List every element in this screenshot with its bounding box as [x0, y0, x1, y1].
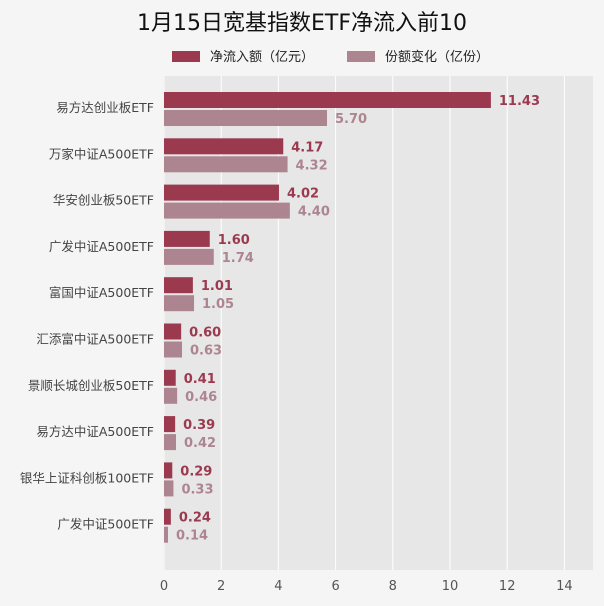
category-label: 汇添富中证A500ETF	[36, 332, 154, 347]
bar	[164, 341, 183, 358]
category-label: 广发中证A500ETF	[49, 239, 154, 254]
data-label: 0.42	[184, 436, 216, 451]
data-label: 0.60	[189, 326, 221, 341]
bar	[164, 184, 279, 201]
data-label: 0.41	[184, 372, 216, 387]
category-label: 易方达创业板ETF	[56, 100, 154, 115]
bar	[164, 508, 171, 525]
x-tick-label: 10	[442, 579, 459, 594]
data-label: 1.05	[202, 297, 234, 312]
bar	[164, 480, 174, 497]
category-label: 银华上证科创板100ETF	[20, 470, 154, 485]
bar	[164, 138, 284, 155]
legend-swatch	[347, 51, 375, 62]
legend: 净流入额（亿元） 份额变化（亿份）	[172, 49, 489, 65]
bar	[164, 323, 182, 340]
x-tick-label: 2	[217, 579, 225, 594]
category-label: 广发中证500ETF	[57, 517, 154, 532]
category-labels: 易方达创业板ETF 万家中证A500ETF 华安创业板50ETF 广发中证A500ET…	[20, 100, 154, 532]
x-tick-label: 14	[556, 579, 573, 594]
x-tick-label: 8	[389, 579, 397, 594]
data-label: 1.60	[218, 233, 250, 248]
bar	[164, 462, 173, 479]
legend-swatch	[172, 51, 200, 62]
data-label: 4.32	[296, 158, 328, 173]
data-label: 0.63	[190, 344, 222, 359]
bar	[164, 92, 491, 108]
data-label: 4.40	[298, 205, 330, 220]
data-label: 0.29	[180, 464, 212, 479]
category-label: 华安创业板50ETF	[53, 193, 154, 208]
x-tick-label: 4	[274, 579, 282, 594]
bar	[164, 156, 288, 173]
legend-label: 份额变化（亿份）	[385, 49, 489, 65]
data-label: 5.70	[335, 112, 367, 127]
data-label: 1.01	[201, 279, 233, 294]
bar	[164, 416, 176, 433]
bar	[164, 110, 328, 126]
bar	[164, 387, 178, 404]
data-label: 4.17	[291, 140, 323, 155]
bars: 11.43 5.70 4.17 4.32 4.02 4.40 1.60 1.74 1.01 1.0…	[164, 92, 540, 544]
data-label: 0.33	[181, 482, 213, 497]
data-label: 11.43	[499, 94, 540, 109]
x-tick-label: 12	[499, 579, 516, 594]
x-axis-ticks: 0 2 4 6 8 10 12 14	[160, 579, 573, 594]
bar	[164, 369, 176, 386]
category-label: 万家中证A500ETF	[49, 146, 154, 161]
bar	[164, 202, 290, 219]
data-label: 0.46	[185, 390, 217, 405]
x-tick-label: 0	[160, 579, 168, 594]
bar	[164, 248, 214, 265]
data-label: 4.02	[287, 187, 319, 202]
data-label: 1.74	[222, 251, 254, 266]
bar	[164, 295, 195, 312]
bar	[164, 526, 169, 543]
data-label: 0.24	[179, 511, 211, 526]
x-tick-label: 6	[331, 579, 339, 594]
category-label: 富国中证A500ETF	[49, 285, 154, 300]
category-label: 易方达中证A500ETF	[36, 424, 154, 439]
bar	[164, 230, 210, 247]
data-label: 0.39	[183, 418, 215, 433]
legend-label: 净流入额（亿元）	[210, 50, 314, 65]
data-label: 0.14	[176, 529, 208, 544]
bar	[164, 277, 193, 294]
bar	[164, 434, 177, 451]
chart-title: 1月15日宽基指数ETF净流入前10	[137, 11, 467, 36]
category-label: 景顺长城创业板50ETF	[28, 378, 154, 393]
